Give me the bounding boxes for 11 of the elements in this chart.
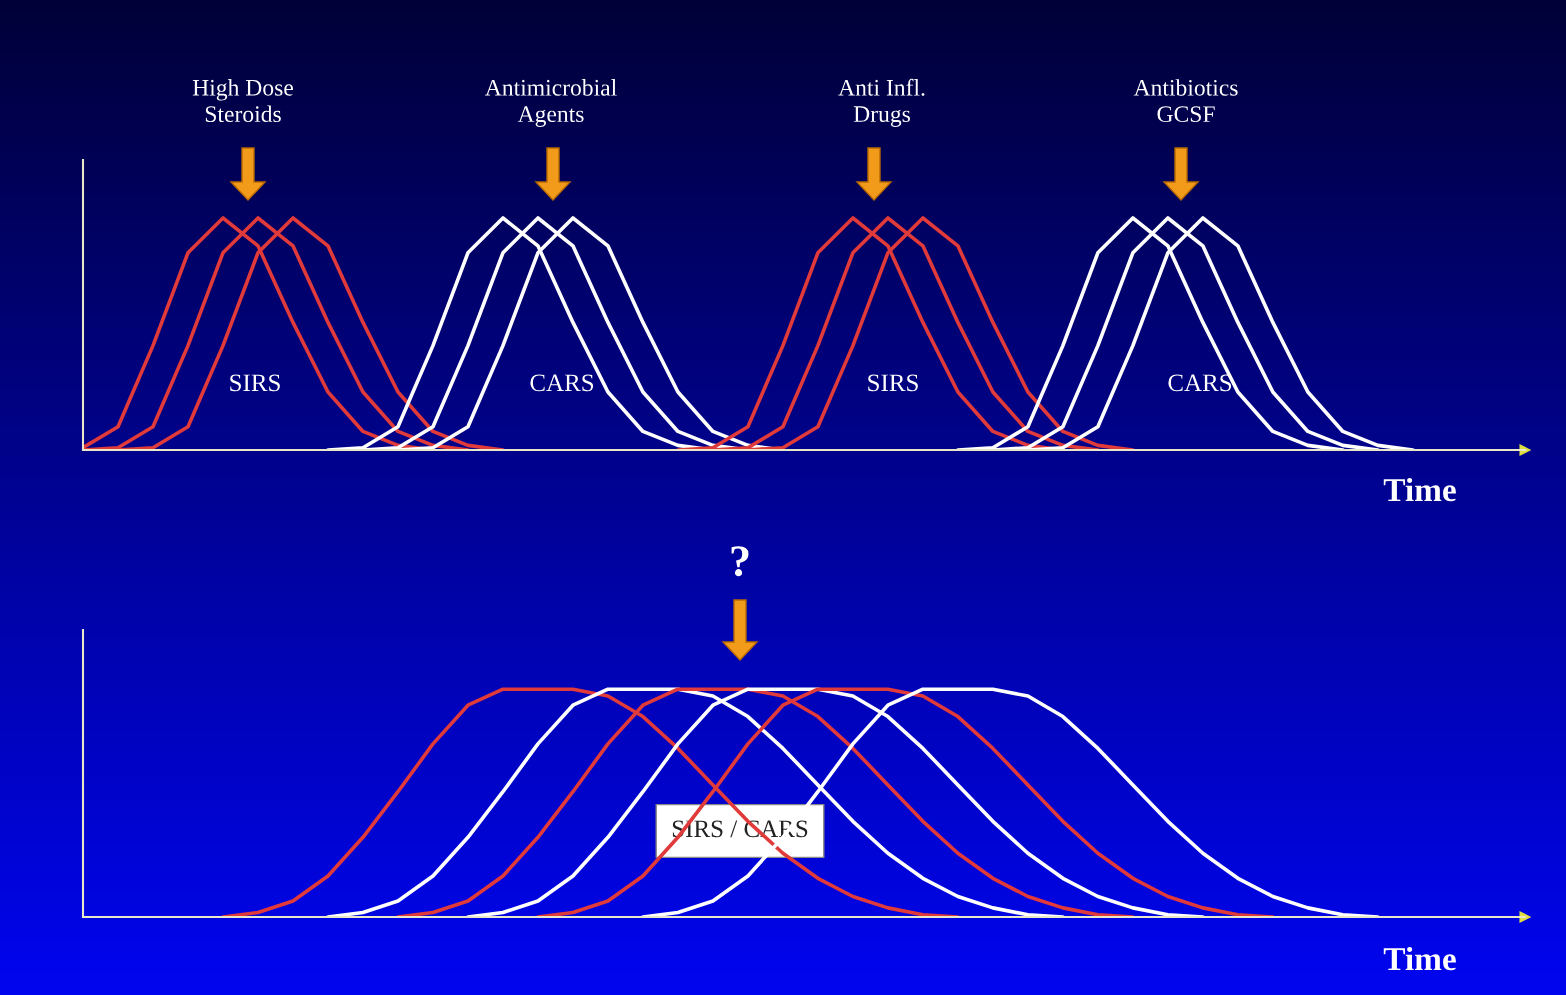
text: Antimicrobial Agents: [485, 79, 617, 127]
annotation: SIRS: [868, 374, 918, 392]
annotation: SIRS: [230, 374, 280, 392]
x-axis-title: Time: [1383, 946, 1456, 971]
annotation: CARS: [530, 374, 594, 392]
text: ?: [731, 546, 749, 577]
text: Antibiotics GCSF: [1133, 79, 1238, 123]
x-axis-title: Time: [1383, 477, 1456, 502]
text: Anti Infl. Drugs: [838, 78, 925, 127]
text: High Dose Steroids: [192, 79, 294, 123]
annotation: CARS: [1168, 374, 1232, 392]
